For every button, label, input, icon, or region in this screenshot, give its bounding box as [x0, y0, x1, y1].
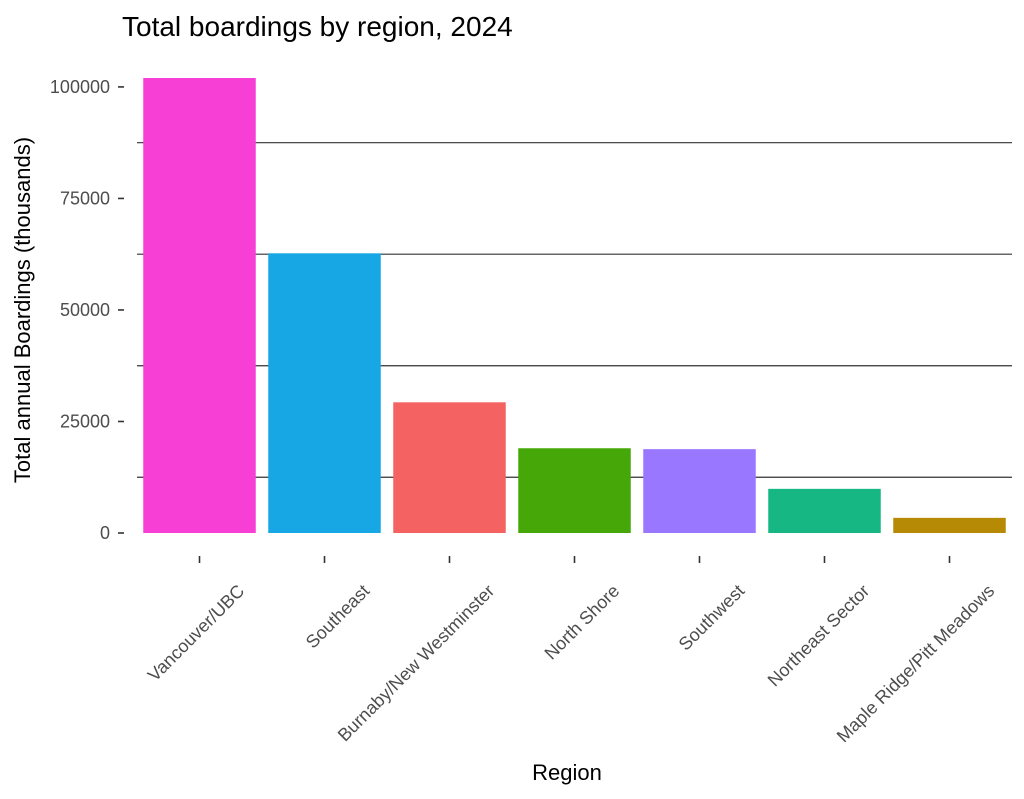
x-axis-title: Region: [532, 760, 602, 785]
bar-3: [393, 402, 506, 533]
y-axis: 0 25000 50000 75000 100000: [50, 77, 124, 543]
y-tick-label: 100000: [50, 77, 110, 97]
y-tick-label: 25000: [60, 411, 110, 431]
y-tick-label: 75000: [60, 188, 110, 208]
bar-6: [768, 488, 881, 533]
x-tick-label: Vancouver/UBC: [144, 581, 248, 685]
y-tick-label: 50000: [60, 300, 110, 320]
bar-5: [643, 449, 756, 533]
chart-title: Total boardings by region, 2024: [122, 11, 513, 42]
x-tick-label: Southwest: [675, 581, 749, 655]
bar-4: [518, 448, 631, 533]
y-tick-label: 0: [100, 523, 110, 543]
bar-layer: [143, 78, 1006, 533]
bar-2: [268, 253, 381, 533]
x-tick-label: Northeast Sector: [764, 581, 874, 691]
y-axis-title: Total annual Boardings (thousands): [10, 137, 35, 483]
x-tick-label: North Shore: [541, 581, 624, 664]
bar-1: [143, 78, 256, 533]
bar-7: [893, 517, 1006, 533]
x-tick-label: Southeast: [302, 581, 373, 652]
